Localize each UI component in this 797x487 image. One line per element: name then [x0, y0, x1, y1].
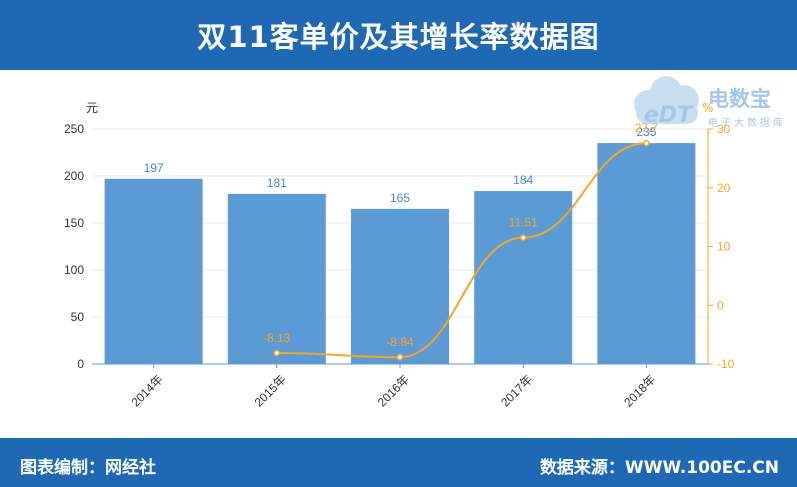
line-point — [519, 234, 527, 241]
right-tick-label: 30 — [717, 122, 731, 136]
data-labels: 197 181 165 184 235 -8.13 -8.84 11.51 27.7 — [144, 121, 659, 349]
growth-rate-points — [273, 139, 650, 361]
bar-value-label: 197 — [144, 161, 164, 175]
line-value-label: 11.51 — [509, 216, 538, 230]
left-tick-label: 150 — [64, 216, 84, 230]
bar-value-label: 184 — [513, 173, 533, 187]
right-tick-label: 20 — [717, 181, 731, 195]
line-point — [273, 349, 281, 357]
edt-logo: eDT 电数宝 电子大数据库 — [634, 76, 786, 129]
right-y-axis: -10 0 10 20 30 — [708, 122, 735, 371]
cloud-icon — [634, 76, 699, 124]
x-tick-label: 2016年 — [375, 372, 412, 409]
left-tick-label: 50 — [71, 310, 85, 324]
logo-text: eDT — [644, 103, 694, 128]
brand-name: 电数宝 — [708, 87, 771, 111]
right-axis-unit: % — [702, 101, 713, 115]
left-axis-unit: 元 — [86, 101, 98, 115]
growth-rate-line — [276, 142, 647, 359]
x-axis: 2014年 2015年 2016年 2017年 2018年 — [128, 364, 659, 409]
x-tick-label: 2017年 — [498, 372, 535, 409]
producer-credit: 图表编制：网经社 — [20, 458, 156, 478]
right-tick-label: -10 — [717, 357, 735, 371]
title-banner: 双11客单价及其增长率数据图 — [0, 0, 797, 70]
bar — [104, 178, 203, 364]
bar — [227, 193, 326, 364]
brand-tagline: 电子大数据库 — [708, 116, 786, 129]
left-tick-label: 0 — [77, 357, 84, 371]
line-point — [643, 139, 650, 147]
bar-value-label: 165 — [390, 191, 410, 205]
line-point — [396, 353, 404, 361]
x-tick-label: 2018年 — [621, 372, 658, 409]
page-title: 双11客单价及其增长率数据图 — [197, 20, 600, 54]
bar — [474, 191, 573, 364]
bar-value-label: 235 — [636, 125, 656, 139]
line-value-label: -8.84 — [386, 335, 414, 349]
bar — [351, 208, 449, 364]
right-tick-label: 0 — [717, 298, 724, 312]
bar — [597, 143, 696, 364]
footer-bar: 图表编制：网经社 数据来源：WWW.100EC.CN — [0, 438, 797, 487]
right-tick-label: 10 — [717, 240, 731, 254]
left-tick-label: 200 — [64, 169, 84, 183]
bars — [104, 143, 696, 364]
line-value-label: -8.13 — [263, 331, 291, 345]
x-tick-label: 2015年 — [252, 372, 289, 409]
data-source: 数据来源：WWW.100EC.CN — [539, 458, 779, 478]
bar-value-label: 181 — [267, 176, 287, 190]
line-value-label: 27.7 — [635, 121, 659, 135]
left-y-axis: 0 50 100 150 200 250 — [64, 122, 84, 371]
left-tick-label: 250 — [64, 122, 84, 136]
left-tick-label: 100 — [64, 263, 84, 277]
x-tick-label: 2014年 — [128, 372, 165, 409]
